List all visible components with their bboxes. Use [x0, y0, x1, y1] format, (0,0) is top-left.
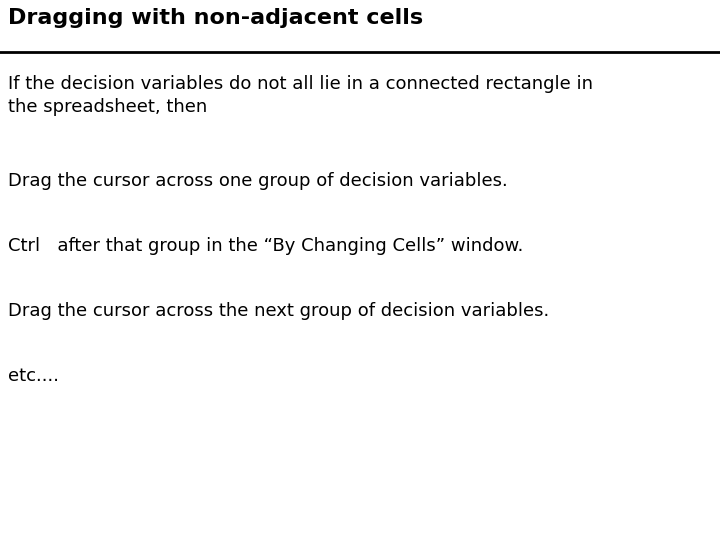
Text: Drag the cursor across the next group of decision variables.: Drag the cursor across the next group of… [8, 302, 549, 320]
Text: Drag the cursor across one group of decision variables.: Drag the cursor across one group of deci… [8, 172, 508, 190]
Text: etc....: etc.... [8, 367, 59, 385]
Text: Ctrl   after that group in the “By Changing Cells” window.: Ctrl after that group in the “By Changin… [8, 237, 523, 255]
Text: If the decision variables do not all lie in a connected rectangle in
the spreads: If the decision variables do not all lie… [8, 75, 593, 116]
Text: Dragging with non-adjacent cells: Dragging with non-adjacent cells [8, 8, 423, 28]
